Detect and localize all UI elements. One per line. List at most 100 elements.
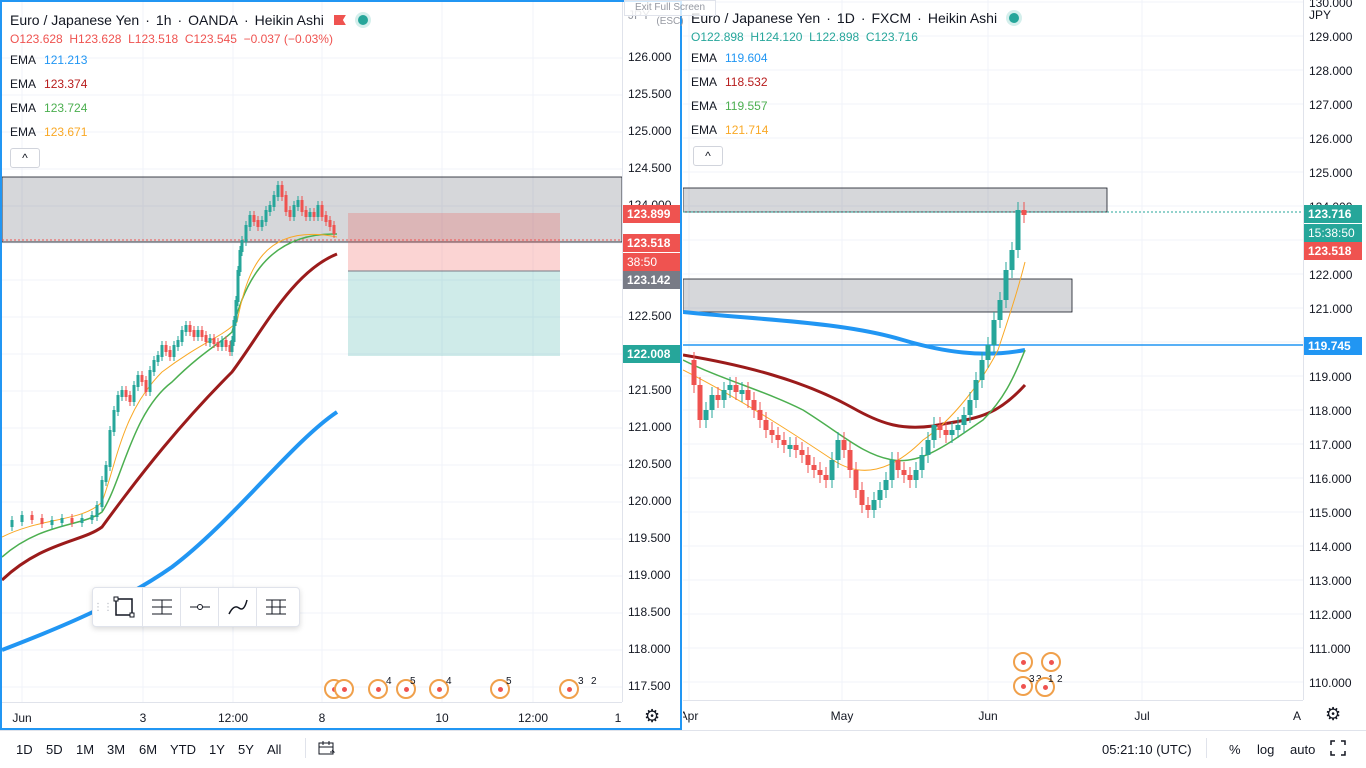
horizontal-ray-tool-icon[interactable] bbox=[181, 588, 219, 626]
left-chart-canvas[interactable] bbox=[2, 2, 622, 702]
right-price-tick: 128.000 bbox=[1309, 64, 1353, 78]
candle-body bbox=[136, 375, 140, 387]
brush-tool-icon[interactable] bbox=[219, 588, 257, 626]
ema-orange-line bbox=[683, 261, 1026, 471]
event-icon[interactable] bbox=[429, 679, 449, 699]
drag-handle-icon[interactable]: ⋮⋮ bbox=[93, 601, 113, 613]
left-ema-2[interactable]: EMA 123.374 bbox=[10, 77, 88, 91]
utc-clock[interactable]: 05:21:10 (UTC) bbox=[1102, 742, 1192, 757]
left-price-label-last: 123.518 bbox=[623, 234, 680, 252]
right-time-scale[interactable]: Apr May Jun Jul A bbox=[683, 700, 1303, 728]
candle-body bbox=[104, 465, 108, 482]
candle-body bbox=[739, 390, 745, 394]
right-price-tick: 127.000 bbox=[1309, 98, 1353, 112]
right-ema-3[interactable]: EMA 119.557 bbox=[691, 99, 768, 113]
right-price-scale[interactable]: JPY 130.000 129.000 128.000 127.000 126.000 1… bbox=[1303, 0, 1363, 700]
left-price-tick: 121.500 bbox=[628, 383, 672, 397]
auto-scale-toggle[interactable]: auto bbox=[1290, 742, 1316, 757]
left-ema-1[interactable]: EMA 121.213 bbox=[10, 53, 88, 67]
fullscreen-icon[interactable] bbox=[1330, 740, 1346, 759]
right-collapse-legend-button[interactable]: ^ bbox=[693, 146, 723, 166]
event-icon[interactable] bbox=[368, 679, 388, 699]
candle-body bbox=[192, 330, 196, 337]
candle-body bbox=[108, 430, 112, 467]
range-all-button[interactable]: All bbox=[267, 742, 282, 757]
event-icon[interactable] bbox=[1041, 652, 1061, 672]
right-settings-gear-icon[interactable]: ⚙ bbox=[1325, 704, 1342, 724]
right-chart-canvas[interactable] bbox=[683, 0, 1303, 700]
left-time-scale[interactable]: Jun 3 12:00 8 10 12:00 1 bbox=[2, 702, 622, 728]
event-icon[interactable] bbox=[490, 679, 510, 699]
candle-body bbox=[284, 195, 288, 212]
candle-body bbox=[152, 360, 156, 372]
left-price-tick: 124.500 bbox=[628, 161, 672, 175]
candle-body bbox=[715, 395, 721, 400]
candle-body bbox=[288, 210, 292, 217]
candle-body bbox=[324, 215, 328, 222]
log-scale-toggle[interactable]: log bbox=[1257, 742, 1275, 757]
candle-body bbox=[793, 445, 799, 450]
flag-icon[interactable] bbox=[333, 15, 346, 25]
candle-body bbox=[264, 210, 268, 222]
candle-body bbox=[248, 215, 252, 227]
right-ema-1[interactable]: EMA 119.604 bbox=[691, 51, 768, 65]
percent-scale-toggle[interactable]: % bbox=[1229, 742, 1241, 757]
right-style: Heikin Ashi bbox=[927, 10, 998, 26]
rectangle-tool-icon[interactable] bbox=[105, 588, 143, 626]
candle-body bbox=[745, 390, 751, 400]
right-ema-2[interactable]: EMA 118.532 bbox=[691, 75, 768, 89]
ema-green-line bbox=[683, 349, 1026, 462]
candle-body bbox=[95, 505, 99, 517]
range-5d-button[interactable]: 5D bbox=[46, 742, 63, 757]
left-legend: Euro / Japanese Yen · 1h · OANDA · Heiki… bbox=[10, 10, 368, 144]
left-collapse-legend-button[interactable]: ^ bbox=[10, 148, 40, 168]
candle-body bbox=[781, 440, 787, 445]
candle-body bbox=[1015, 210, 1021, 250]
left-ema-3[interactable]: EMA 123.724 bbox=[10, 101, 88, 115]
candle-body bbox=[823, 475, 829, 480]
right-interval[interactable]: 1D bbox=[836, 10, 855, 26]
candle-body bbox=[733, 385, 739, 392]
event-icon[interactable] bbox=[1013, 652, 1033, 672]
left-countdown: 38:50 bbox=[623, 253, 680, 271]
range-ytd-button[interactable]: YTD bbox=[170, 742, 196, 757]
candle-body bbox=[703, 410, 709, 420]
range-5y-button[interactable]: 5Y bbox=[238, 742, 254, 757]
left-price-tick: 126.000 bbox=[628, 50, 672, 64]
left-symbol: Euro / Japanese Yen bbox=[10, 12, 140, 28]
left-chart-pane[interactable]: Euro / Japanese Yen · 1h · OANDA · Heiki… bbox=[0, 0, 682, 730]
candle-body bbox=[256, 220, 260, 227]
range-1d-button[interactable]: 1D bbox=[16, 742, 33, 757]
candle-body bbox=[232, 320, 236, 342]
event-icon[interactable] bbox=[1013, 676, 1033, 696]
right-price-tick: 116.000 bbox=[1309, 472, 1352, 486]
left-interval[interactable]: 1h bbox=[155, 12, 172, 28]
left-price-scale[interactable]: JPY 126.000125.500125.000124.500124.0001… bbox=[622, 2, 680, 702]
event-icon[interactable] bbox=[559, 679, 579, 699]
event-icon[interactable] bbox=[1035, 677, 1055, 697]
range-3m-button[interactable]: 3M bbox=[107, 742, 126, 757]
short-position-tool-icon[interactable] bbox=[257, 588, 295, 626]
range-1m-button[interactable]: 1M bbox=[76, 742, 95, 757]
candle-body bbox=[787, 445, 793, 449]
event-icon[interactable] bbox=[396, 679, 416, 699]
candle-body bbox=[216, 342, 220, 347]
ema-blue-line bbox=[2, 410, 339, 652]
date-range-calendar-icon[interactable] bbox=[318, 740, 336, 759]
ema-red-line bbox=[2, 252, 338, 582]
right-chart-pane[interactable]: Euro / Japanese Yen · 1D · FXCM · Heikin… bbox=[683, 0, 1366, 730]
candle-body bbox=[112, 410, 116, 432]
ema-blue-line bbox=[683, 310, 1026, 356]
right-ema-4[interactable]: EMA 121.714 bbox=[691, 123, 769, 137]
range-6m-button[interactable]: 6M bbox=[139, 742, 158, 757]
range-1y-button[interactable]: 1Y bbox=[209, 742, 225, 757]
candle-body bbox=[304, 210, 308, 217]
left-settings-gear-icon[interactable]: ⚙ bbox=[644, 706, 661, 726]
event-icon[interactable] bbox=[334, 679, 354, 699]
floating-drawing-toolbar[interactable]: ⋮⋮ bbox=[92, 587, 300, 627]
long-position-tool-icon[interactable] bbox=[143, 588, 181, 626]
exit-fullscreen-hint[interactable]: Exit Full Screen (ESC) bbox=[624, 0, 716, 27]
right-price-label-red: 123.518 bbox=[1304, 242, 1362, 260]
right-price-tick: 115.000 bbox=[1309, 506, 1352, 520]
left-ema-4[interactable]: EMA 123.671 bbox=[10, 125, 88, 139]
